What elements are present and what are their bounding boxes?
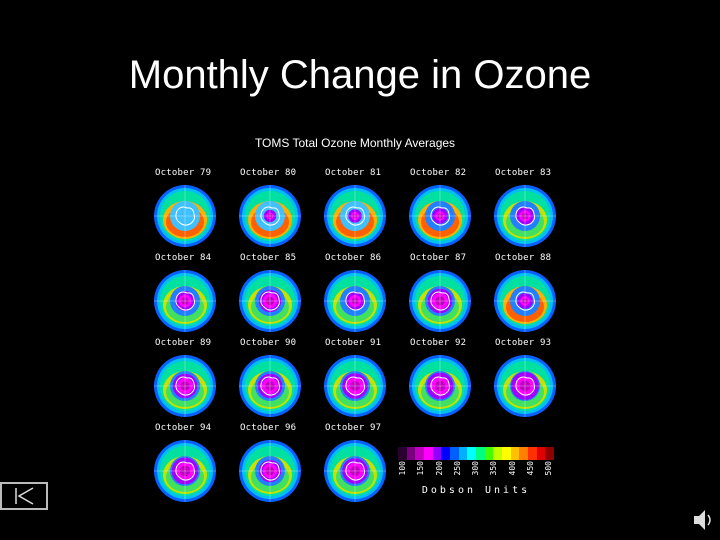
color-scale-swatch: [432, 447, 442, 460]
ozone-map-label: October 97: [325, 423, 382, 433]
color-scale-tick-label: 100: [398, 461, 407, 476]
color-scale-swatch: [493, 447, 503, 460]
color-scale-unit: Dobson Units: [421, 485, 531, 496]
color-scale-swatch: [545, 447, 555, 460]
ozone-map: October 81: [320, 168, 390, 250]
ozone-map: October 94: [150, 423, 220, 505]
ozone-map-label: October 92: [410, 338, 467, 348]
ozone-map-label: October 88: [495, 253, 552, 263]
ozone-globe: [324, 355, 386, 417]
ozone-globe: [154, 355, 216, 417]
ozone-map: October 92: [405, 338, 475, 420]
ozone-map-label: October 89: [155, 338, 212, 348]
toms-ozone-figure: TOMS Total Ozone Monthly Averages Octobe…: [150, 130, 570, 505]
color-scale-swatch: [528, 447, 537, 460]
color-scale-swatch: [536, 447, 546, 460]
ozone-map: October 90: [235, 338, 305, 420]
ozone-globe: [239, 440, 301, 502]
color-scale-swatch: [476, 447, 485, 460]
audio-speaker-button[interactable]: [692, 507, 714, 533]
ozone-map: October 89: [150, 338, 220, 420]
color-scale-tick-label: 350: [489, 461, 499, 476]
ozone-map: October 86: [320, 253, 390, 335]
ozone-globe: [324, 270, 386, 332]
ozone-map: October 91: [320, 338, 390, 420]
ozone-globe: [239, 355, 301, 417]
ozone-map: October 97: [320, 423, 390, 505]
color-scale-swatch: [502, 447, 511, 460]
ozone-map: October 87: [405, 253, 475, 335]
color-scale-swatch: [510, 447, 520, 460]
ozone-globe: [494, 270, 556, 332]
color-scale-tick-label: 150: [416, 461, 426, 476]
ozone-map: October 96: [235, 423, 305, 505]
ozone-map: October 83: [490, 168, 560, 250]
color-scale-swatch: [398, 447, 407, 460]
ozone-map-label: October 82: [410, 168, 467, 178]
ozone-map: October 88: [490, 253, 560, 335]
slide-title: Monthly Change in Ozone: [128, 53, 592, 97]
color-scale-swatch: [415, 447, 425, 460]
figure-title: TOMS Total Ozone Monthly Averages: [254, 136, 456, 150]
ozone-map-label: October 85: [240, 253, 297, 263]
ozone-map-label: October 90: [240, 338, 297, 348]
ozone-globe: [409, 270, 471, 332]
color-scale-tick-label: 200: [434, 461, 444, 476]
color-scale-swatch: [406, 447, 416, 460]
color-scale-swatch: [519, 447, 529, 460]
ozone-map-label: October 86: [325, 253, 382, 263]
ozone-globe: [154, 440, 216, 502]
color-scale-bar: [398, 447, 555, 460]
ozone-globe: [494, 185, 556, 247]
ozone-globe: [154, 185, 216, 247]
color-scale-swatch: [441, 447, 451, 460]
ozone-globe: [239, 185, 301, 247]
ozone-map-label: October 93: [495, 338, 552, 348]
ozone-map-label: October 87: [410, 253, 467, 263]
ozone-globe: [324, 185, 386, 247]
ozone-globe: [154, 270, 216, 332]
color-scale-tick-label: 500: [544, 461, 553, 476]
color-scale-swatch: [484, 447, 494, 460]
ozone-map-label: October 96: [240, 423, 297, 433]
ozone-map-label: October 94: [155, 423, 212, 433]
color-scale-tick-label: 400: [507, 461, 517, 476]
ozone-globe: [239, 270, 301, 332]
ozone-globe: [409, 185, 471, 247]
skip-to-start-icon: [15, 487, 34, 505]
dobson-color-scale: 100 150 200 250 300 350 400 450 500 Dobson Units: [398, 447, 558, 497]
ozone-map: October 93: [490, 338, 560, 420]
color-scale-swatch: [458, 447, 468, 460]
color-scale-tick-label: 450: [525, 461, 535, 476]
ozone-map: October 84: [150, 253, 220, 335]
color-scale-swatch: [450, 447, 459, 460]
skip-to-start-button[interactable]: [0, 482, 48, 510]
color-scale-swatch: [467, 447, 477, 460]
ozone-map: October 80: [235, 168, 305, 250]
color-scale-ticks: 100 150 200 250 300 350 400 450 500: [398, 461, 554, 485]
ozone-globe: [409, 355, 471, 417]
color-scale-tick-label: 250: [452, 461, 462, 476]
color-scale-tick-label: 300: [471, 461, 480, 476]
ozone-globe: [324, 440, 386, 502]
ozone-globe: [494, 355, 556, 417]
ozone-map-label: October 81: [325, 168, 382, 178]
ozone-map: October 85: [235, 253, 305, 335]
ozone-map: October 82: [405, 168, 475, 250]
ozone-map-label: October 79: [155, 168, 212, 178]
ozone-map: October 79: [150, 168, 220, 250]
ozone-map-label: October 80: [240, 168, 297, 178]
ozone-map-label: October 91: [325, 338, 382, 348]
color-scale-swatch: [424, 447, 433, 460]
ozone-map-label: October 83: [495, 168, 552, 178]
speaker-icon: [694, 510, 711, 530]
ozone-map-label: October 84: [155, 253, 212, 263]
